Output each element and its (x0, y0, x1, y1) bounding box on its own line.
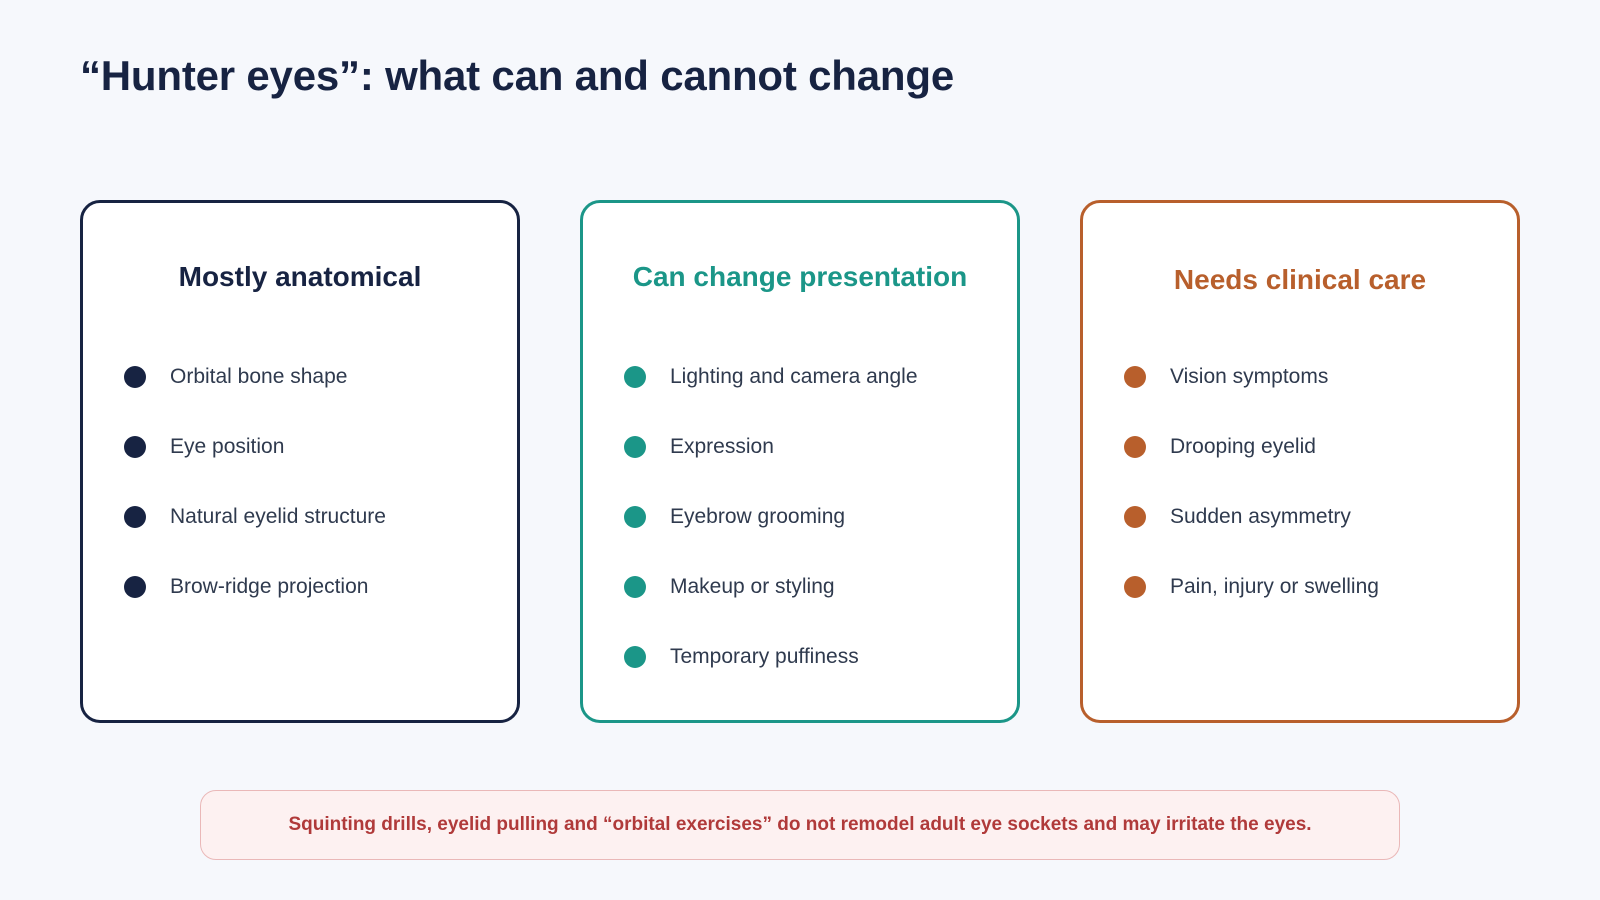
bullet-dot-icon (124, 436, 146, 458)
item-label: Sudden asymmetry (1170, 505, 1351, 528)
list-item: Expression (624, 432, 774, 462)
bullet-dot-icon (1124, 576, 1146, 598)
bullet-dot-icon (1124, 506, 1146, 528)
bullet-dot-icon (624, 576, 646, 598)
page-title: “Hunter eyes”: what can and cannot chang… (80, 52, 954, 99)
item-label: Expression (670, 435, 774, 458)
card-mostly-anatomical: Mostly anatomical Orbital bone shape Eye… (80, 200, 520, 723)
item-label: Lighting and camera angle (670, 365, 918, 388)
list-item: Natural eyelid structure (124, 502, 386, 532)
card-needs-clinical-care: Needs clinical care Vision symptoms Droo… (1080, 200, 1520, 723)
bullet-dot-icon (124, 366, 146, 388)
item-label: Eyebrow grooming (670, 505, 846, 528)
bullet-dot-icon (1124, 436, 1146, 458)
card-title: Needs clinical care (1173, 264, 1427, 295)
item-label: Makeup or styling (670, 575, 835, 598)
item-label: Drooping eyelid (1170, 435, 1316, 458)
bullet-dot-icon (624, 436, 646, 458)
warning-banner: Squinting drills, eyelid pulling and “or… (200, 790, 1400, 860)
item-label: Temporary puffiness (670, 645, 859, 668)
item-label: Vision symptoms (1170, 365, 1329, 388)
bullet-dot-icon (124, 576, 146, 598)
card-can-change-presentation: Can change presentation Lighting and cam… (580, 200, 1020, 723)
bullet-dot-icon (1124, 366, 1146, 388)
list-item: Makeup or styling (624, 572, 835, 602)
bullet-dot-icon (124, 506, 146, 528)
list-item: Brow-ridge projection (124, 572, 368, 602)
bullet-dot-icon (624, 646, 646, 668)
item-label: Pain, injury or swelling (1170, 575, 1379, 598)
item-label: Brow-ridge projection (170, 575, 369, 598)
list-item: Sudden asymmetry (1124, 502, 1351, 532)
list-item: Eyebrow grooming (624, 502, 845, 532)
card-title: Can change presentation (632, 261, 968, 292)
card-title: Mostly anatomical (178, 261, 422, 292)
item-label: Natural eyelid structure (170, 505, 386, 528)
bullet-dot-icon (624, 366, 646, 388)
bullet-dot-icon (624, 506, 646, 528)
warning-text: Squinting drills, eyelid pulling and “or… (288, 814, 1312, 835)
list-item: Vision symptoms (1124, 362, 1328, 392)
list-item: Pain, injury or swelling (1124, 572, 1379, 602)
list-item: Orbital bone shape (124, 362, 347, 392)
list-item: Lighting and camera angle (624, 362, 918, 392)
list-item: Temporary puffiness (624, 642, 859, 672)
item-label: Eye position (170, 435, 285, 458)
list-item: Eye position (124, 432, 284, 462)
item-label: Orbital bone shape (170, 365, 348, 388)
list-item: Drooping eyelid (1124, 432, 1316, 462)
